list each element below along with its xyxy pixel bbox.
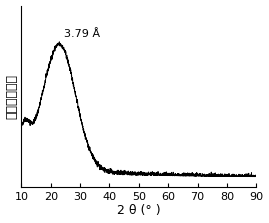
Y-axis label: 强度（任意）: 强度（任意） — [6, 74, 19, 119]
Text: 3.79 Å: 3.79 Å — [64, 29, 100, 39]
X-axis label: 2 θ (° ): 2 θ (° ) — [117, 204, 161, 217]
